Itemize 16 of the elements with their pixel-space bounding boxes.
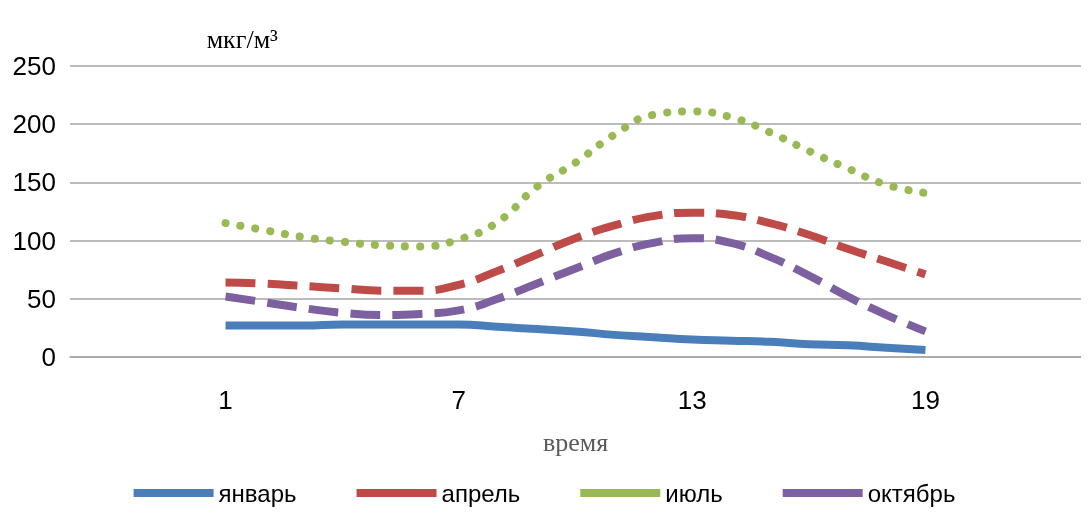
legend-label: январь [218, 479, 297, 507]
x-axis-title: время [542, 427, 609, 457]
x-tick-label: 7 [451, 385, 467, 415]
y-tick-label: 100 [12, 225, 56, 256]
legend-label: октябрь [867, 479, 956, 507]
y-tick-label: 150 [12, 167, 56, 198]
legend-label: июль [665, 479, 723, 507]
y-axis-title: мкг/м³ [206, 24, 279, 54]
x-tick-label: 1 [218, 385, 233, 415]
y-tick-label: 0 [41, 342, 56, 372]
x-tick-label: 13 [677, 385, 707, 415]
legend-label: апрель [441, 479, 521, 507]
x-tick-label: 19 [911, 385, 940, 415]
y-tick-label: 250 [12, 51, 56, 81]
y-tick-label: 200 [12, 109, 56, 140]
y-tick-label: 50 [27, 283, 56, 314]
